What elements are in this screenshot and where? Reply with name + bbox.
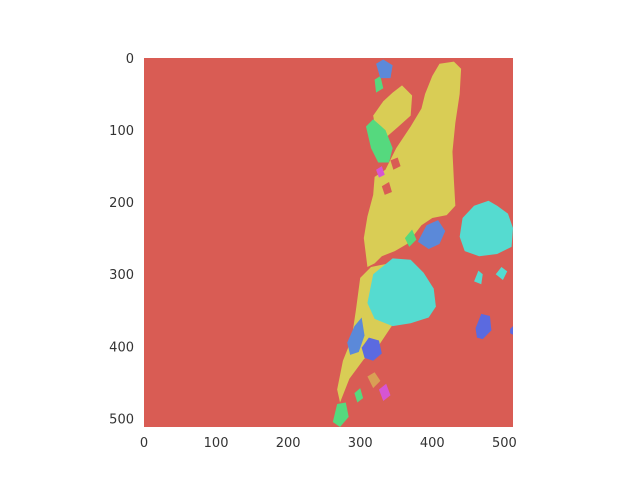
x-tick-label: 0 — [140, 436, 148, 451]
segment-region-blue — [347, 317, 365, 355]
segment-region-indigo — [510, 326, 513, 335]
x-tick-label: 200 — [276, 436, 301, 451]
heatmap-image — [144, 58, 513, 427]
segment-region-indigo — [475, 313, 492, 340]
y-axis: 0 100 200 300 400 500 — [109, 52, 134, 427]
segment-region-background — [390, 157, 401, 170]
heatmap-background — [144, 58, 513, 427]
segment-region-orange — [367, 372, 381, 389]
segment-region-indigo — [361, 337, 382, 361]
segment-region-cyan — [459, 200, 513, 257]
segment-region-blue — [376, 59, 393, 79]
segment-region-yellow — [363, 61, 462, 268]
segment-region-yellow — [373, 85, 413, 138]
x-tick-label: 400 — [420, 436, 445, 451]
y-tick-label: 300 — [109, 268, 134, 283]
segment-region-green — [365, 119, 393, 163]
segment-region-green — [404, 229, 417, 247]
segment-region-magenta — [376, 166, 385, 178]
segment-region-blue — [417, 220, 446, 249]
x-tick-label: 300 — [348, 436, 373, 451]
x-tick-label: 100 — [204, 436, 229, 451]
y-tick-label: 400 — [109, 340, 134, 355]
x-axis: 0 100 200 300 400 500 — [140, 436, 517, 451]
y-tick-label: 100 — [109, 124, 134, 139]
x-tick-label: 500 — [492, 436, 517, 451]
y-tick-label: 200 — [109, 196, 134, 211]
y-tick-label: 0 — [126, 52, 134, 67]
segment-region-cyan — [474, 270, 483, 285]
segment-region-green — [354, 388, 364, 403]
segment-region-green — [374, 76, 384, 93]
segment-region-cyan — [367, 258, 436, 327]
segment-region-background — [381, 181, 392, 195]
segment-region-cyan — [495, 267, 508, 280]
segment-region-magenta — [378, 383, 391, 402]
y-tick-label: 500 — [109, 412, 134, 427]
segment-region-green — [332, 402, 349, 427]
